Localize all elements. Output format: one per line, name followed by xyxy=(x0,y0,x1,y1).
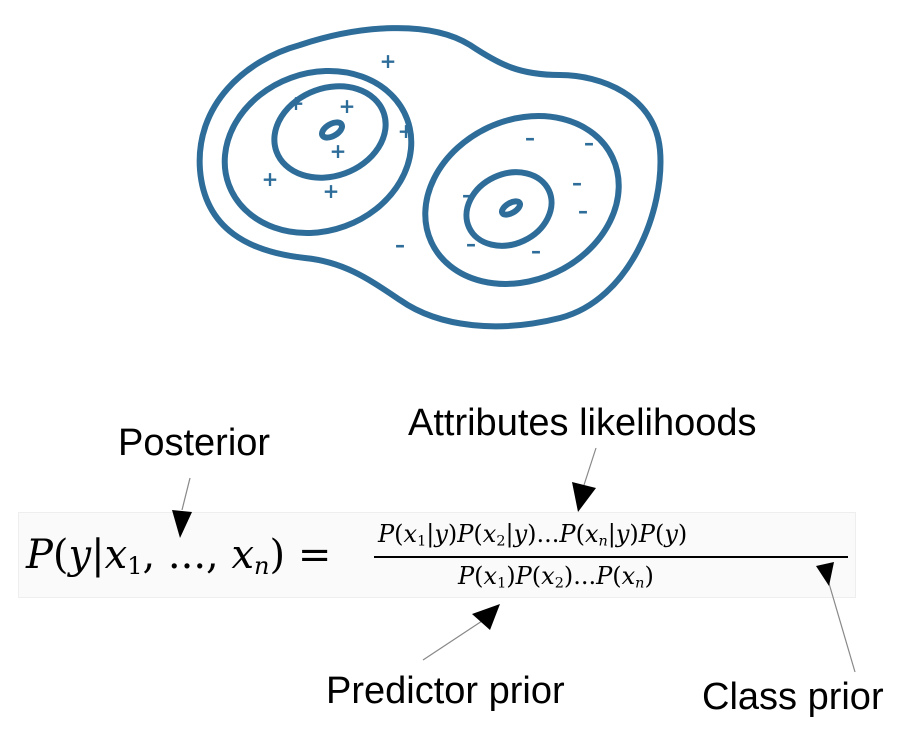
predictor-arrow-line xyxy=(422,620,483,661)
class-prior-arrowhead xyxy=(816,562,834,586)
minus-mark: – xyxy=(395,233,405,257)
minus-mark: – xyxy=(462,183,472,207)
right-ring-large xyxy=(422,113,622,287)
formula-denominator: P(x1)P(x2)...P(xn) xyxy=(458,562,654,592)
plus-mark: + xyxy=(380,49,397,73)
class-prior-arrow-line xyxy=(827,579,856,673)
minus-mark: – xyxy=(466,232,476,256)
left-ring-large xyxy=(221,67,415,237)
predictor-prior-label: Predictor prior xyxy=(326,670,565,712)
class-prior-label: Class prior xyxy=(702,676,884,718)
plus-mark: + xyxy=(288,91,305,115)
likelihood-arrow-line xyxy=(583,447,597,486)
plus-mark: + xyxy=(330,139,347,163)
posterior-label: Posterior xyxy=(118,422,271,464)
formula-box xyxy=(18,512,856,598)
minus-mark: – xyxy=(525,126,535,150)
right-ring-small xyxy=(498,198,524,218)
fraction-bar xyxy=(374,556,848,558)
formula-numerator: P(x1|y)P(x2|y)...P(xn|y)P(y) xyxy=(378,520,688,550)
minus-mark: – xyxy=(531,239,541,263)
formula-lhs: P(y|x1, ..., xn) = xyxy=(26,532,332,580)
plus-mark: + xyxy=(398,119,415,143)
likelihood-arrowhead xyxy=(572,482,596,512)
left-ring-medium xyxy=(271,83,389,181)
attributes-likelihoods-label: Attributes likelihoods xyxy=(408,402,757,444)
right-ring-medium xyxy=(463,169,555,249)
minus-mark: – xyxy=(584,131,594,155)
plus-mark: + xyxy=(262,167,279,191)
contour-plot: + + + + + + + – – – – – – – – xyxy=(196,25,664,330)
minus-mark: – xyxy=(578,199,588,223)
posterior-arrowhead xyxy=(172,510,192,538)
plus-mark: + xyxy=(339,94,356,118)
minus-mark: – xyxy=(572,171,582,195)
plus-mark: + xyxy=(323,179,340,203)
posterior-arrow-line xyxy=(181,477,191,511)
left-ring-small xyxy=(319,119,345,141)
outer-contour xyxy=(196,25,664,330)
predictor-arrowhead xyxy=(472,604,500,630)
